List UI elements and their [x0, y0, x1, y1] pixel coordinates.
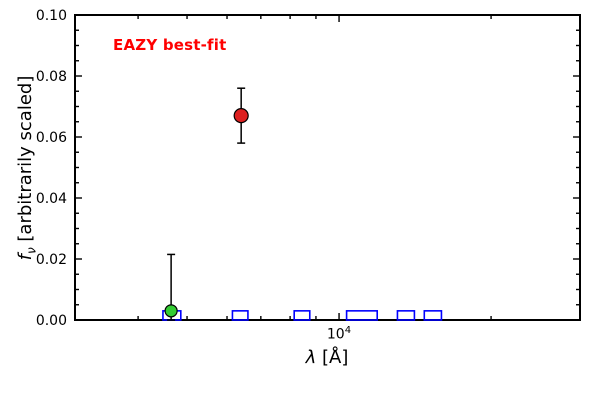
model-flux-box	[345, 310, 379, 321]
data-point-marker	[164, 304, 178, 318]
model-flux-box	[423, 310, 443, 321]
x-tick-label: 104	[319, 325, 359, 343]
annotation-eazy-best-fit: EAZY best-fit	[113, 36, 227, 54]
y-tick-label: 0.00	[36, 313, 67, 329]
xlabel-rest: [Å]	[316, 347, 349, 368]
y-axis-label: fν [arbitrarily scaled]	[15, 8, 39, 328]
model-flux-box	[396, 310, 416, 321]
ylabel-rest: [arbitrarily scaled]	[15, 75, 36, 248]
y-tick-label: 0.08	[36, 69, 67, 85]
x-axis-label: λ [Å]	[227, 347, 427, 368]
model-flux-box	[231, 310, 249, 321]
ylabel-subscript: ν	[24, 247, 39, 255]
xtick-base: 10	[326, 326, 345, 343]
xtick-exponent: 4	[344, 325, 352, 336]
data-point-marker	[233, 108, 249, 124]
model-flux-box	[293, 310, 311, 321]
y-tick-label: 0.04	[36, 191, 67, 207]
y-tick-label: 0.02	[36, 252, 67, 268]
xlabel-symbol: λ	[305, 347, 317, 368]
y-tick-label: 0.10	[36, 8, 67, 24]
ylabel-symbol: f	[15, 254, 36, 261]
y-tick-label: 0.06	[36, 130, 67, 146]
